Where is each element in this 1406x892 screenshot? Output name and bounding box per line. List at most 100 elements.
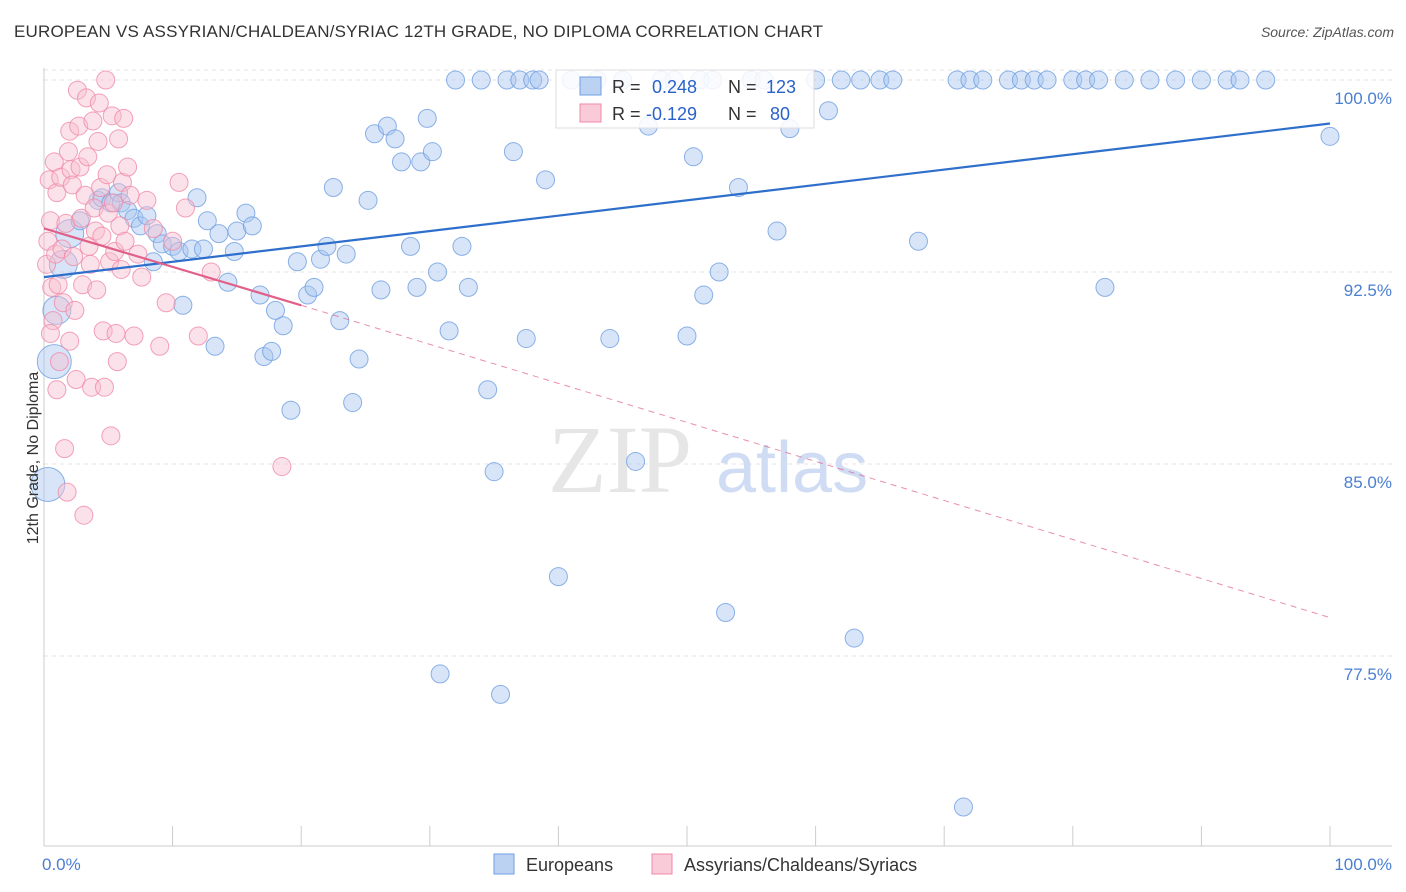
assyrians-point-71 (163, 231, 183, 251)
europeans-point-113 (1095, 277, 1115, 297)
europeans-point-89 (716, 602, 736, 622)
europeans-point-77 (600, 329, 620, 349)
assyrians-point-13 (53, 293, 73, 313)
assyrians-point-11 (51, 167, 71, 187)
assyrians-point-51 (102, 106, 122, 126)
europeans-point-66 (484, 462, 504, 482)
bottom-legend: Europeans Assyrians/Chaldeans/Syriacs (493, 853, 917, 875)
watermark-atlas: atlas (716, 428, 868, 508)
europeans-point-68 (503, 142, 523, 162)
europeans-point-71 (523, 70, 543, 90)
legend-n-label-1: N = (728, 77, 757, 97)
europeans-point-55 (407, 277, 427, 297)
assyrians-point-70 (156, 293, 176, 313)
europeans-point-25 (205, 336, 225, 356)
europeans-point-88 (709, 262, 729, 282)
europeans-point-115 (1140, 70, 1160, 90)
europeans-point-34 (262, 341, 282, 361)
europeans-point-50 (371, 280, 391, 300)
europeans-point-74 (548, 567, 568, 587)
europeans-point-97 (831, 70, 851, 90)
x-tick-label-max: 100.0% (1334, 855, 1392, 874)
europeans-point-28 (224, 242, 244, 262)
assyrians-point-79 (60, 331, 80, 351)
assyrians-point-76 (272, 457, 292, 477)
europeans-point-86 (694, 285, 714, 305)
europeans-point-4 (55, 219, 85, 249)
europeans-point-37 (281, 400, 301, 420)
europeans-point-114 (1114, 70, 1134, 90)
assyrians-point-8 (47, 183, 67, 203)
y-tick-label-3: 100.0% (1334, 89, 1392, 108)
europeans-point-105 (973, 70, 993, 90)
legend-r-label-2: R = (612, 104, 641, 124)
europeans-point-21 (182, 239, 202, 259)
europeans-point-84 (683, 147, 703, 167)
europeans-point-63 (458, 277, 478, 297)
assyrians-point-54 (106, 323, 126, 343)
europeans-point-109 (1037, 70, 1057, 90)
europeans-point-35 (265, 300, 285, 320)
europeans-point-112 (1089, 70, 1109, 90)
europeans-point-20 (173, 295, 193, 315)
assyrians-point-73 (175, 198, 195, 218)
assyrians-point-25 (69, 116, 89, 136)
europeans-point-26 (209, 224, 229, 244)
assyrians-point-20 (62, 175, 82, 195)
europeans-point-121 (1320, 126, 1340, 146)
europeans-point-44 (330, 311, 350, 331)
europeans-point-36 (273, 316, 293, 336)
europeans-point-58 (422, 142, 442, 162)
europeans-point-0 (30, 466, 66, 502)
europeans-point-39 (298, 285, 318, 305)
europeans-point-57 (417, 108, 437, 128)
europeans-point-64 (471, 70, 491, 90)
assyrians-point-67 (137, 190, 157, 210)
assyrians-point-27 (71, 208, 91, 228)
assyrians-point-28 (73, 275, 93, 295)
bottom-legend-europeans: Europeans (526, 855, 613, 875)
assyrians-point-15 (56, 213, 76, 233)
europeans-point-123 (430, 664, 450, 684)
assyrians-point-31 (76, 88, 96, 108)
y-tick-label-2: 92.5% (1344, 281, 1392, 300)
europeans-point-117 (1191, 70, 1211, 90)
y-tick-labels: 77.5% 85.0% 92.5% 100.0% (1334, 89, 1392, 684)
assyrians-point-26 (70, 157, 90, 177)
europeans-point-72 (529, 70, 549, 90)
legend-r-label-1: R = (612, 77, 641, 97)
europeans-point-43 (323, 178, 343, 198)
assyrians-point-50 (101, 426, 121, 446)
europeans-point-54 (401, 236, 421, 256)
europeans-point-24 (197, 211, 217, 231)
x-axis-ticks (43, 826, 1331, 846)
assyrians-point-60 (114, 108, 134, 128)
assyrians-point-47 (97, 165, 117, 185)
assyrians-point-41 (89, 93, 109, 113)
chart-title: EUROPEAN VS ASSYRIAN/CHALDEAN/SYRIAC 12T… (14, 22, 824, 41)
assyrians-point-56 (109, 129, 129, 149)
assyrians-point-48 (98, 203, 118, 223)
assyrians-point-45 (94, 377, 114, 397)
europeans-point-70 (516, 329, 536, 349)
europeans-point-40 (304, 277, 324, 297)
legend-r-value-1: 0.248 (652, 77, 697, 97)
assyrians-point-14 (55, 439, 75, 459)
trend-lines (43, 122, 1331, 619)
y-tick-label-1: 85.0% (1344, 473, 1392, 492)
assyrians-point-10 (49, 352, 69, 372)
assyrians-point-21 (64, 247, 84, 267)
assyrians-point-39 (87, 280, 107, 300)
assyrians-point-52 (103, 193, 123, 213)
legend-n-label-2: N = (728, 104, 757, 124)
europeans-point-96 (818, 101, 838, 121)
assyrians-point-46 (96, 70, 116, 90)
legend-swatch-europeans (579, 76, 602, 96)
europeans-point-62 (452, 236, 472, 256)
assyrians-point-38 (85, 221, 105, 241)
europeans-point-116 (1166, 70, 1186, 90)
assyrians-point-63 (120, 185, 140, 205)
assyrians-point-57 (110, 216, 130, 236)
assyrians-point-64 (124, 326, 144, 346)
europeans-point-45 (336, 244, 356, 264)
